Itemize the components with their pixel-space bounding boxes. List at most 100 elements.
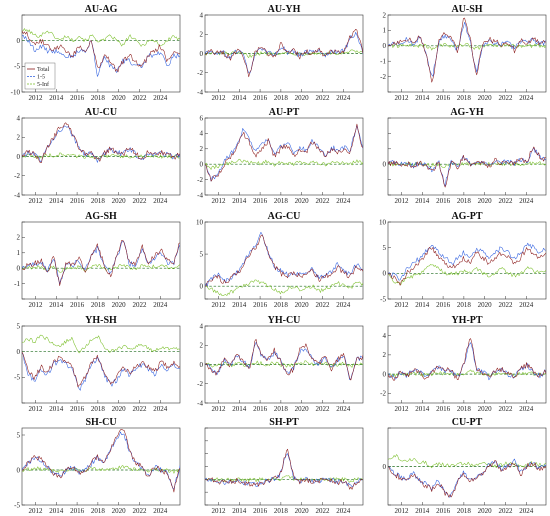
series-5-inf-line <box>388 369 546 378</box>
plot-area <box>388 146 546 188</box>
x-tick-label: 2024 <box>153 197 168 205</box>
x-tick-label: 2020 <box>478 507 493 515</box>
series-1-5-line <box>388 242 546 281</box>
series-5-inf-line <box>205 360 363 368</box>
panel-frame <box>204 427 364 506</box>
x-tick-label: 2016 <box>70 94 85 102</box>
panel-ag-cu: AG-CU 0 5 10 2012 2014 2016 2018 2020 2022 2024 <box>196 211 364 309</box>
y-tick-label: -4 <box>197 399 203 407</box>
x-tick-label: 2012 <box>395 507 410 515</box>
legend-entry: 1-5 <box>37 75 45 81</box>
x-tick-label: 2018 <box>91 507 106 515</box>
x-tick-label: 2012 <box>212 94 227 102</box>
x-tick-label: 2014 <box>49 507 64 515</box>
x-tick-label: 2014 <box>232 301 247 309</box>
y-tick-label: 0 <box>17 466 21 474</box>
x-tick-label: 2024 <box>519 301 534 309</box>
x-tick-label: 2018 <box>91 405 106 413</box>
series-total-line <box>205 338 363 381</box>
x-tick-label: 2018 <box>91 94 106 102</box>
y-tick-label: 2 <box>383 351 387 359</box>
series-5-inf-line <box>22 264 180 273</box>
series-5-inf-line <box>388 161 546 169</box>
y-tick-label: 0 <box>17 348 21 356</box>
y-tick-label: -2 <box>197 176 203 184</box>
series-5-inf-line <box>388 264 546 286</box>
x-tick-label: 2014 <box>49 301 64 309</box>
x-tick-label: 2024 <box>336 197 351 205</box>
panel-frame <box>387 221 547 300</box>
x-tick-label: 2012 <box>395 405 410 413</box>
x-tick-label: 2014 <box>232 197 247 205</box>
x-tick-label: 2012 <box>212 197 227 205</box>
plot-area <box>205 338 363 381</box>
x-tick-label: 2012 <box>395 94 410 102</box>
plot-area <box>205 29 363 78</box>
series-total-line <box>388 247 546 286</box>
x-tick-label: 2016 <box>70 507 85 515</box>
y-tick-label: -4 <box>197 88 203 96</box>
panel-ag-sh: AG-SH -1 0 1 2 2012 2014 2016 2018 2020 2022 2024 <box>14 211 181 309</box>
series-5-inf-line <box>205 475 363 483</box>
series-total-line <box>22 351 180 388</box>
series-total-line <box>388 460 546 498</box>
y-tick-label: -4 <box>14 191 20 199</box>
x-tick-label: 2022 <box>498 197 513 205</box>
x-tick-label: 2020 <box>295 94 310 102</box>
x-tick-label: 2022 <box>315 197 330 205</box>
y-tick-label: 1 <box>17 249 21 257</box>
x-tick-label: 2024 <box>336 507 351 515</box>
x-tick-label: 2016 <box>70 301 85 309</box>
y-tick-label: -5 <box>14 501 20 509</box>
panel-title: AG-CU <box>268 211 301 222</box>
x-tick-label: 2012 <box>212 301 227 309</box>
plot-area <box>22 334 180 391</box>
y-tick-label: 2 <box>200 342 204 350</box>
series-total-line <box>388 146 546 188</box>
panel-yh-sh: YH-SH -5 0 5 2012 2014 2016 2018 2020 2022 2024 <box>14 315 181 413</box>
x-tick-label: 2012 <box>29 507 44 515</box>
x-tick-label: 2022 <box>498 405 513 413</box>
panel-title: AU-CU <box>85 107 117 118</box>
y-tick-label: 1 <box>383 27 387 35</box>
series-total-line <box>22 428 180 493</box>
series-5-inf-line <box>22 152 180 160</box>
panel-cu-pt: CU-PT 0 2012 2014 2016 2018 2020 2022 2024 <box>383 417 547 515</box>
y-tick-label: 10 <box>196 218 204 226</box>
x-tick-label: 2020 <box>478 405 493 413</box>
series-1-5-line <box>205 125 363 182</box>
x-tick-label: 2022 <box>132 507 147 515</box>
x-tick-label: 2014 <box>415 405 430 413</box>
y-tick-label: -10 <box>11 88 21 96</box>
x-tick-label: 2020 <box>112 197 127 205</box>
plot-area <box>388 338 546 381</box>
y-tick-label: 5 <box>17 322 21 330</box>
series-total-line <box>388 338 546 381</box>
series-total-line <box>205 123 363 182</box>
y-tick-label: -4 <box>197 191 203 199</box>
plot-area <box>22 239 180 286</box>
x-tick-label: 2024 <box>336 301 351 309</box>
series-5-inf-line <box>205 158 363 170</box>
x-tick-label: 2014 <box>49 405 64 413</box>
series-1-5-line <box>205 31 363 74</box>
x-tick-label: 2022 <box>315 301 330 309</box>
x-tick-label: 2024 <box>153 405 168 413</box>
legend-entry: 5-Inf <box>37 81 49 88</box>
x-tick-label: 2020 <box>295 197 310 205</box>
y-tick-label: 5 <box>200 250 204 258</box>
x-tick-label: 2022 <box>132 405 147 413</box>
panel-au-sh: AU-SH -2 -1 0 1 2 2012 2014 2016 2018 2020 2022 2024 <box>380 4 547 102</box>
legend-frame <box>24 62 56 90</box>
panel-frame <box>204 221 364 300</box>
panel-sh-pt: SH-PT 2012 2014 2016 2018 2020 2022 2024 <box>204 417 364 515</box>
panel-frame <box>204 117 364 196</box>
x-tick-label: 2016 <box>253 301 268 309</box>
panel-title: AG-PT <box>451 211 482 222</box>
panel-title: AG-YH <box>450 107 484 118</box>
series-total-line <box>22 239 180 286</box>
x-tick-label: 2012 <box>395 301 410 309</box>
x-tick-label: 2018 <box>91 197 106 205</box>
x-tick-label: 2014 <box>415 507 430 515</box>
legend: Total 1-55-Inf <box>24 62 56 90</box>
